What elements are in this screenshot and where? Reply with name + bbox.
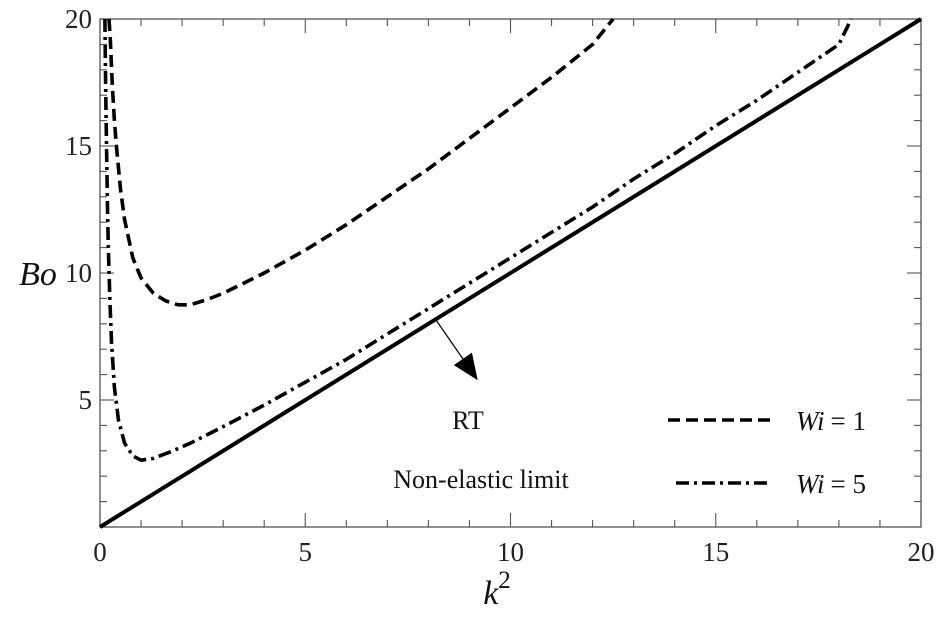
y-axis-label: Bo	[19, 256, 57, 293]
axis-tick-labels: 0 5 10 15 20 5 10 15 20	[65, 4, 935, 567]
x-tick-label: 20	[908, 537, 935, 567]
series-line-wi-1	[107, 17, 615, 307]
legend-label-wi-5-symbol: Wi	[796, 469, 825, 499]
legend-label-wi-1: Wi = 1	[796, 406, 866, 436]
y-tick-label: 10	[65, 258, 92, 288]
y-tick-label: 15	[65, 131, 92, 161]
legend-label-wi-1-value: = 1	[831, 406, 866, 436]
series-layer	[98, 17, 923, 529]
x-axis-label-superscript: 2	[498, 567, 511, 594]
rt-arrow	[435, 319, 478, 381]
series-line-non-elastic	[98, 17, 923, 529]
legend: Wi = 1 Wi = 5	[668, 406, 866, 499]
x-axis-label-base: k	[483, 575, 499, 612]
legend-label-wi-1-symbol: Wi	[796, 406, 825, 436]
series-line-wi-5	[103, 18, 853, 463]
y-tick-label: 5	[79, 385, 93, 415]
annotation-rt: RT	[452, 406, 484, 435]
y-tick-label: 20	[65, 4, 92, 34]
x-axis-label: k2	[483, 567, 511, 612]
x-tick-label: 0	[93, 537, 107, 567]
legend-label-wi-5: Wi = 5	[796, 469, 866, 499]
x-tick-label: 15	[702, 537, 729, 567]
axis-ticks	[99, 18, 922, 528]
x-tick-label: 10	[497, 537, 524, 567]
legend-label-wi-5-value: = 5	[831, 469, 866, 499]
rt-arrow-head	[453, 352, 478, 381]
annotation-non-elastic-limit: Non-elastic limit	[393, 465, 569, 494]
x-tick-label: 5	[299, 537, 313, 567]
